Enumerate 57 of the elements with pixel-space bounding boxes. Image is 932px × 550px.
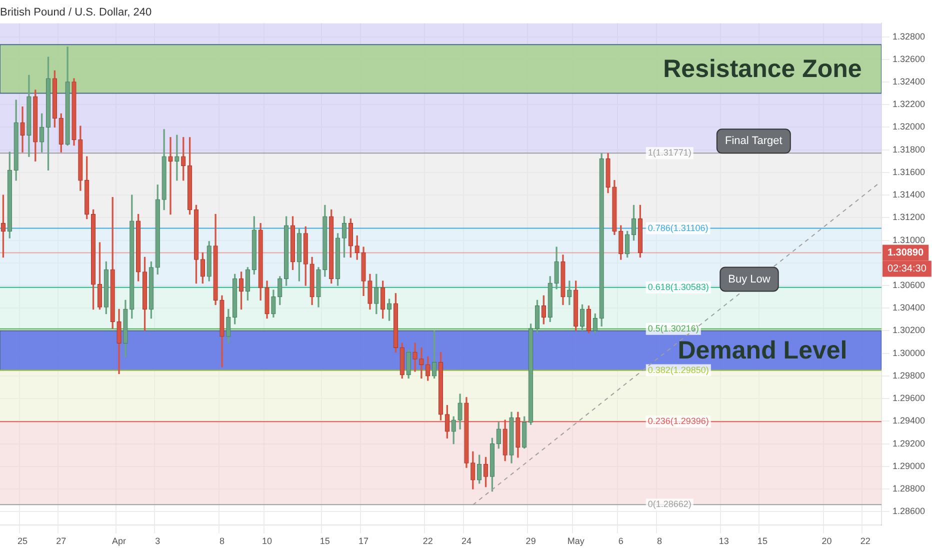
- y-tick-label: 1.30600: [892, 280, 926, 290]
- x-tick-label: 3: [155, 536, 160, 546]
- annotation: Buy Low: [728, 273, 770, 286]
- chart-title: British Pound / U.S. Dollar, 240: [0, 6, 152, 19]
- y-tick-label: 1.30200: [892, 325, 926, 336]
- x-tick-label: 22: [860, 536, 870, 546]
- y-tick-label: 1.31600: [892, 166, 926, 177]
- x-tick-label: 13: [718, 536, 729, 546]
- x-tick-label: 20: [822, 536, 832, 546]
- ref-line-label: 1(1.31771): [648, 148, 692, 158]
- y-tick-label: 1.32000: [892, 122, 926, 132]
- candlestick: [412, 342, 418, 372]
- x-tick-label: 27: [56, 536, 66, 546]
- y-tick-label: 1.30000: [892, 348, 926, 358]
- x-tick-label: 8: [219, 536, 224, 546]
- y-tick-label: 1.30400: [892, 302, 926, 313]
- x-tick-label: 22: [422, 536, 433, 546]
- y-tick-label: 1.28800: [892, 484, 926, 494]
- x-tick-label: 6: [618, 536, 624, 546]
- y-tick-label: 1.28600: [892, 506, 926, 516]
- y-tick-label: 1.31000: [892, 234, 926, 245]
- x-tick-label: 15: [320, 536, 330, 546]
- y-tick-label: 1.31400: [892, 190, 926, 200]
- candlestick: [168, 137, 173, 215]
- y-tick-label: 1.31200: [892, 212, 926, 222]
- x-tick-label: May: [567, 536, 585, 546]
- y-tick-label: 1.29400: [892, 416, 926, 426]
- x-tick-label: 25: [18, 536, 28, 546]
- y-tick-label: 1.29600: [892, 393, 926, 404]
- x-tick-label: 29: [526, 536, 536, 546]
- band-label: Demand Level: [678, 336, 848, 364]
- x-tick-label: 17: [358, 536, 369, 546]
- ref-line-label: 0.786(1.31106): [648, 222, 708, 233]
- y-tick-label: 1.29800: [892, 370, 926, 380]
- ref-line-label: 0(1.28662): [648, 499, 692, 510]
- text: 02:34:30: [887, 263, 927, 274]
- ref-line-label: 0.236(1.29396): [648, 416, 709, 426]
- candlestick: [174, 134, 180, 181]
- ref-line-label: 0.618(1.30583): [648, 282, 709, 292]
- y-tick-label: 1.32200: [892, 99, 926, 110]
- ref-line-label: 1.30890: [887, 247, 924, 258]
- y-tick-label: 1.29200: [892, 438, 926, 448]
- ref-line-label: 0.382(1.29850): [648, 364, 709, 375]
- band-label: Resistance Zone: [663, 54, 862, 83]
- ref-line-label: 0.5(1.30216): [648, 323, 699, 334]
- y-tick-label: 1.32800: [892, 31, 926, 42]
- y-tick-label: 1.32400: [892, 76, 926, 86]
- x-tick-label: 8: [656, 536, 662, 546]
- x-tick-label: 24: [461, 536, 472, 546]
- x-tick-label: 15: [757, 536, 768, 546]
- x-tick-label: 10: [262, 536, 272, 546]
- candlestick: [419, 347, 424, 379]
- y-tick-label: 1.29000: [892, 460, 926, 471]
- y-tick-label: 1.31800: [892, 144, 926, 154]
- x-tick-label: Apr: [112, 536, 126, 546]
- annotation: Final Target: [725, 135, 782, 148]
- y-tick-label: 1.32600: [892, 54, 926, 64]
